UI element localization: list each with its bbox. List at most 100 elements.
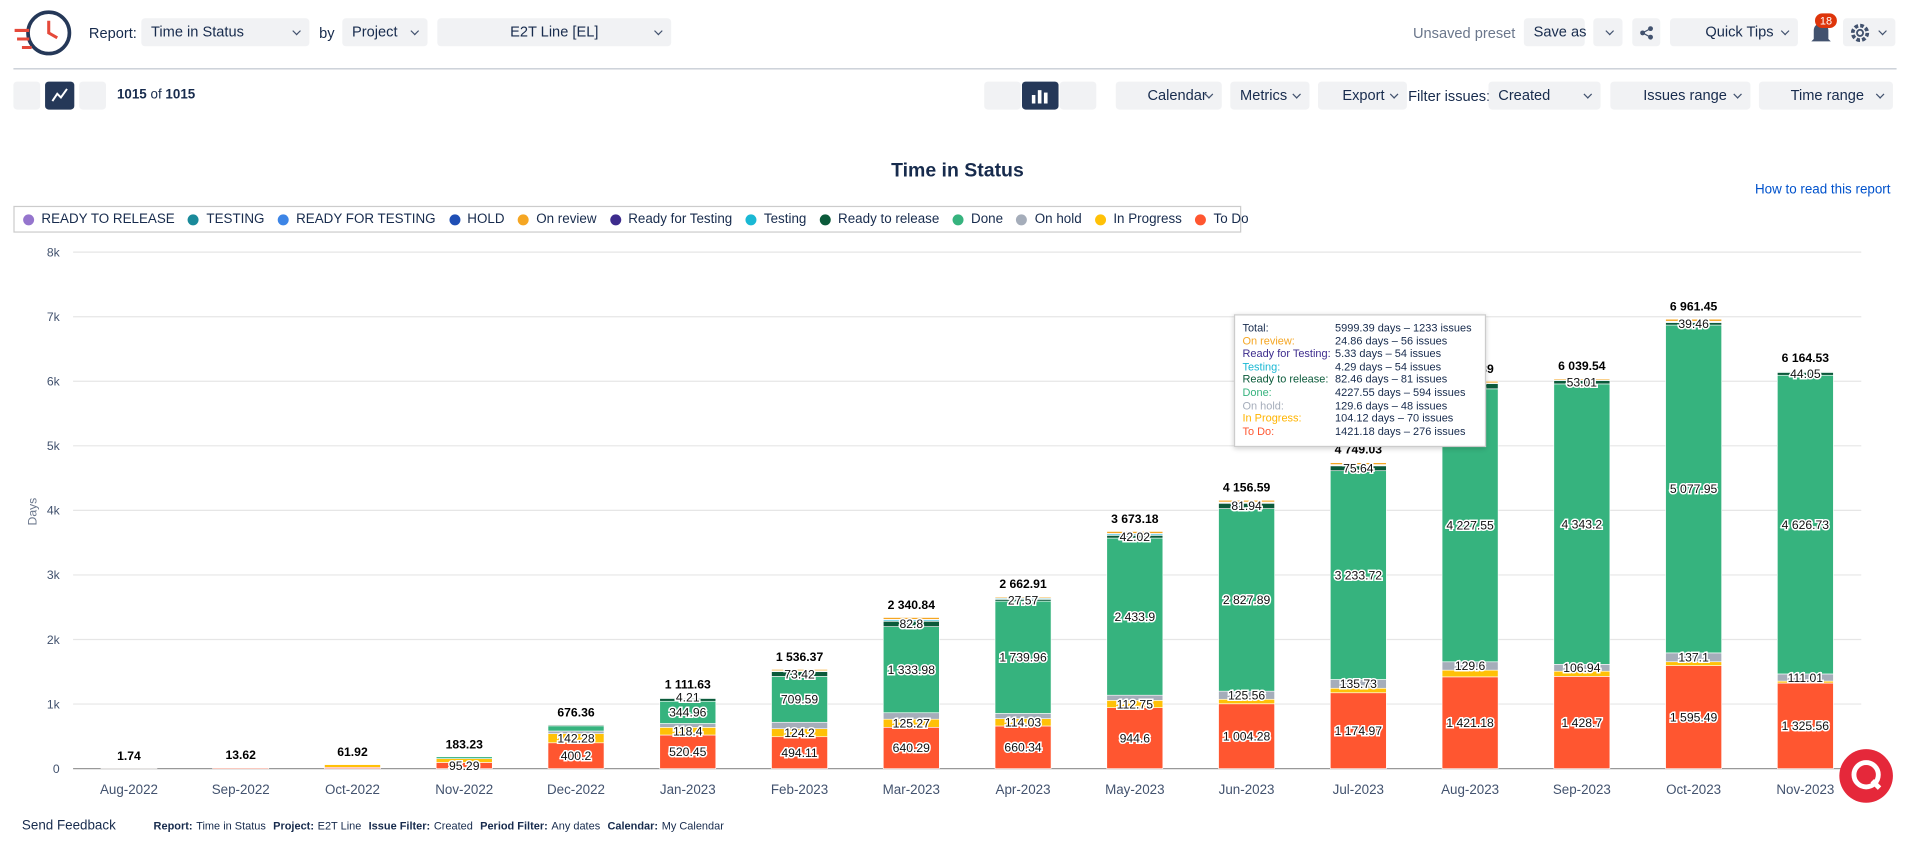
tooltip-value: 4227.55 days – 594 issues: [1335, 386, 1466, 399]
area-chart-button[interactable]: [984, 81, 1021, 110]
bar-segment: [435, 756, 493, 759]
save-as-button[interactable]: Save as: [1523, 18, 1586, 47]
legend-swatch: [1016, 213, 1028, 225]
legend-item: READY FOR TESTING: [277, 211, 436, 227]
segment-label: 82.8: [899, 617, 923, 631]
legend-item: On hold: [1016, 212, 1082, 227]
metrics-button[interactable]: Metrics: [1230, 81, 1310, 110]
legend-item: In Progress: [1095, 212, 1182, 227]
table-view[interactable]: [79, 81, 106, 110]
segment-label: 1 325.56: [1782, 719, 1830, 733]
bar-segment: [1777, 374, 1834, 675]
tooltip: Total: 5999.39 days – 1233 issues On revie…: [1233, 314, 1487, 448]
x-tick-label: Aug-2022: [100, 782, 158, 797]
chart-view[interactable]: [45, 81, 75, 110]
legend-item: HOLD: [449, 211, 505, 227]
segment-label: 27.57: [1008, 594, 1039, 608]
segment-label: 944.6: [1120, 731, 1151, 745]
report-label: Report:: [88, 24, 137, 42]
tooltip-label: On hold:: [1242, 399, 1284, 412]
project-select[interactable]: E2T Line [EL]: [437, 18, 672, 47]
save-menu[interactable]: [1593, 18, 1623, 47]
settings-button[interactable]: [1842, 18, 1896, 47]
report-select[interactable]: Time in Status: [141, 18, 310, 47]
segment-label: 1 004.28: [1223, 729, 1271, 743]
tooltip-row: On hold: 129.6 days – 48 issues: [1242, 399, 1477, 412]
grid-view[interactable]: [13, 81, 41, 110]
footer-value: Created: [433, 819, 473, 832]
y-tick-label: 3k: [47, 568, 61, 582]
share-button[interactable]: [1632, 18, 1661, 47]
x-tick-label: Sep-2023: [1553, 782, 1611, 797]
legend-label: READY FOR TESTING: [296, 211, 436, 227]
total-label: 61.92: [337, 745, 368, 759]
bar-segment: [771, 676, 828, 723]
segment-label: 125.56: [1228, 688, 1265, 702]
y-tick-label: 4k: [47, 504, 61, 518]
bar-chart-button[interactable]: [1021, 81, 1059, 110]
total-label: 183.23: [446, 737, 483, 751]
x-tick-label: Jan-2023: [660, 782, 716, 797]
segment-label: 106.94: [1563, 661, 1600, 675]
y-tick-label: 6k: [47, 375, 61, 389]
x-tick-label: Dec-2022: [547, 782, 605, 797]
tooltip-value: 82.46 days – 81 issues: [1335, 373, 1448, 386]
filter-label: Filter issues:: [1408, 87, 1491, 105]
legend-label: Ready to release: [838, 211, 940, 227]
total-label: 1.74: [117, 749, 141, 763]
bar-segment: [882, 617, 940, 620]
tooltip-value: 5.33 days – 54 issues: [1335, 347, 1442, 360]
segment-label: 111.01: [1788, 671, 1824, 685]
legend: READY TO RELEASE TESTING READY FOR TESTING…: [13, 205, 1249, 233]
divider: [13, 68, 1897, 70]
tooltip-value: 129.6 days – 48 issues: [1335, 399, 1448, 412]
footer-value: Any dates: [551, 819, 601, 832]
footer-value: Time in Status: [196, 819, 266, 832]
segment-label: 3 233.72: [1335, 568, 1383, 582]
filter-select[interactable]: Created: [1488, 81, 1601, 110]
y-tick-label: 2k: [47, 633, 61, 647]
segment-label: 124.2: [784, 726, 815, 740]
calendar-button[interactable]: Calendar: [1115, 81, 1222, 110]
footer-label: Calendar:: [607, 819, 659, 832]
bar-segment: [1106, 531, 1164, 534]
legend-swatch: [449, 213, 460, 225]
issues-range-button[interactable]: Issues range: [1610, 81, 1751, 110]
time-range-button[interactable]: Time range: [1758, 81, 1893, 110]
segment-label: 1 174.97: [1335, 724, 1383, 738]
footer-value: My Calendar: [661, 819, 724, 832]
tooltip-row: Total: 5999.39 days – 1233 issues: [1242, 322, 1477, 335]
send-feedback[interactable]: Send Feedback: [21, 818, 116, 834]
help-link[interactable]: How to read this report: [1754, 182, 1891, 198]
help-fab[interactable]: [1838, 748, 1894, 804]
total-label: 3 673.18: [1111, 512, 1159, 526]
export-button[interactable]: Export: [1317, 81, 1407, 110]
of-label: of: [150, 87, 162, 103]
total-label: 6 164.53: [1782, 351, 1830, 365]
legend-label: On review: [536, 211, 597, 227]
legend-item: READY TO RELEASE: [23, 212, 175, 227]
legend-label: HOLD: [467, 211, 505, 227]
bar-segment: [547, 724, 605, 727]
quick-tips-button[interactable]: Quick Tips: [1670, 18, 1798, 47]
pie-chart-button[interactable]: [1059, 81, 1097, 110]
bar-segment: [1106, 707, 1164, 769]
bar-segment: [1330, 470, 1387, 680]
notification-badge: 18: [1814, 13, 1837, 29]
segment-label: 73.42: [784, 667, 815, 681]
segment-label: 1 421.18: [1446, 716, 1494, 730]
segment-label: 75.64: [1343, 462, 1374, 476]
y-tick-label: 1k: [47, 697, 61, 711]
segment-label: 44.05: [1790, 367, 1821, 381]
total-label: 676.36: [557, 705, 594, 719]
segment-label: 4 626.73: [1782, 518, 1830, 532]
legend-swatch: [188, 213, 200, 225]
legend-label: Testing: [763, 211, 807, 227]
bar-segment: [1553, 378, 1611, 381]
total-label: 2 662.91: [999, 577, 1047, 591]
segment-label: 1 739.96: [999, 651, 1047, 665]
group-select[interactable]: Project: [342, 18, 428, 47]
legend-item: On review: [517, 211, 597, 227]
bar-segment: [771, 669, 828, 672]
legend-item: Done: [952, 212, 1003, 227]
